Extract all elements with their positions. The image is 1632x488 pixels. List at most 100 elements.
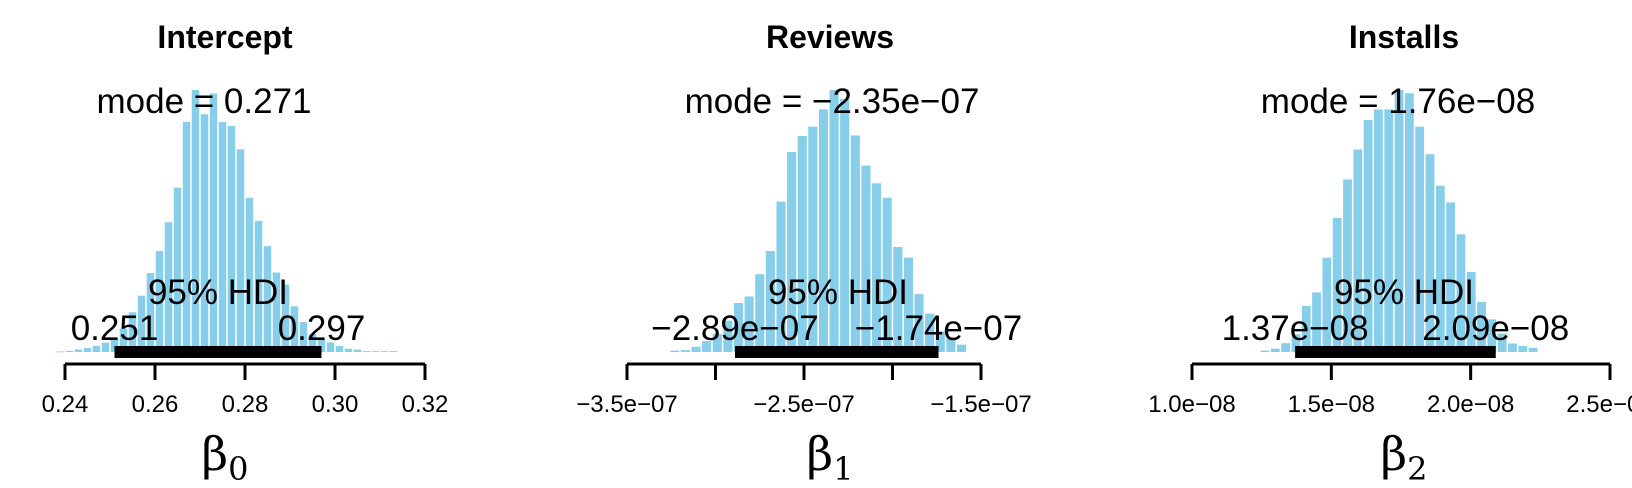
histogram-bar	[1446, 202, 1456, 352]
histogram-bar	[1435, 185, 1445, 352]
histogram-bar	[137, 295, 146, 352]
histogram-bar	[956, 344, 967, 352]
panel-title: Installs	[1349, 19, 1459, 55]
x-tick-label: −1.5e−07	[930, 391, 1031, 418]
mode-label: mode = −2.35e−07	[685, 82, 980, 121]
histogram-bar	[1374, 109, 1383, 352]
histogram-bar	[861, 165, 871, 352]
x-tick-label: 0.32	[402, 391, 449, 418]
histogram-bar	[1477, 301, 1486, 352]
histogram-bar	[1384, 109, 1394, 352]
histogram-bar	[1404, 93, 1414, 352]
histogram-bar	[787, 152, 797, 352]
histogram-bar	[119, 328, 128, 352]
histogram-bar	[272, 272, 281, 352]
histogram-bar	[670, 350, 680, 352]
x-tick-label: 0.24	[42, 391, 89, 418]
x-axis-label-symbol: β	[807, 427, 834, 481]
histogram-bar	[1312, 292, 1321, 352]
histogram-bar	[182, 121, 191, 352]
histogram-bar	[218, 122, 227, 352]
histogram-bar	[903, 257, 913, 352]
histogram-bar	[362, 351, 371, 352]
x-axis-label: β1	[807, 427, 854, 488]
histogram-bar	[173, 187, 182, 352]
histogram-bar	[191, 90, 200, 352]
histogram-bar	[308, 334, 317, 352]
histogram-bar	[797, 135, 807, 352]
histogram-bar	[335, 346, 344, 352]
histogram-bar	[1301, 305, 1311, 352]
mode-label: mode = 1.76e−08	[1261, 82, 1535, 121]
histogram-bar	[92, 345, 101, 352]
histogram-bar	[1528, 347, 1538, 352]
hdi-upper-value: 0.297	[278, 309, 366, 348]
hdi-label: 95% HDI	[768, 273, 908, 312]
histogram-bar	[1322, 257, 1332, 352]
hdi-lower-value: 1.37e−08	[1222, 309, 1369, 348]
histogram-bar	[850, 135, 860, 352]
histogram-bar	[691, 346, 701, 352]
histogram-bar	[1363, 119, 1373, 353]
histogram-bar	[353, 349, 362, 352]
x-tick-label: 2.0e−08	[1427, 391, 1514, 418]
histogram-bar	[1497, 333, 1507, 352]
histogram-bar	[1332, 217, 1342, 352]
histogram-bar	[1291, 334, 1301, 352]
histogram-bar	[1415, 126, 1425, 352]
x-axis-label-symbol: β	[202, 427, 229, 481]
histogram-bar	[290, 306, 299, 352]
histogram-bar	[146, 273, 155, 352]
panel-title: Reviews	[766, 19, 894, 55]
histogram-bar	[83, 347, 92, 352]
histogram-bar	[733, 303, 744, 352]
x-axis-label-symbol: β	[1381, 427, 1408, 481]
x-tick-label: −2.5e−07	[753, 391, 854, 418]
histogram-bar	[389, 351, 398, 352]
x-tick-label: 0.28	[222, 391, 269, 418]
histogram-bar	[818, 109, 829, 352]
histogram-bar	[1456, 234, 1466, 352]
x-axis-label-subscript: 2	[1407, 450, 1427, 488]
x-axis-label-subscript: 0	[228, 450, 248, 488]
x-axis-label-subscript: 1	[833, 450, 853, 488]
histogram-bar	[56, 351, 65, 353]
histogram-bar	[808, 126, 818, 352]
histogram-bar	[299, 322, 308, 352]
histogram-bar	[227, 125, 236, 352]
histogram-bar	[344, 348, 353, 352]
histogram-bar	[755, 274, 765, 352]
histogram-bar	[946, 337, 956, 352]
histogram-bar	[935, 331, 945, 352]
hdi-lower-value: 0.251	[71, 309, 159, 348]
histogram-bar	[1466, 271, 1476, 352]
histogram-bar	[65, 350, 74, 352]
x-tick-label: −3.5e−07	[576, 391, 677, 418]
histogram-bar	[925, 313, 935, 352]
histogram-bar	[281, 284, 290, 352]
histogram-bar	[776, 201, 786, 352]
histogram-bar	[840, 98, 850, 352]
histogram-bar	[765, 251, 775, 352]
hdi-label: 95% HDI	[148, 273, 288, 312]
histogram-bar	[680, 350, 690, 352]
histogram-bar	[263, 246, 272, 352]
histogram-bar	[317, 339, 326, 352]
histogram-bar	[101, 342, 110, 352]
histogram-bar	[110, 338, 119, 352]
histogram-bar	[1343, 179, 1352, 352]
histogram-bar	[200, 114, 209, 353]
x-tick-label: 1.0e−08	[1148, 391, 1235, 418]
histogram-bar	[914, 294, 924, 352]
histogram-bar	[1270, 348, 1280, 352]
panel-intercept: 0.24 0.26 0.28 0.30 0.32 Intercept mode = 0.27…	[42, 19, 449, 488]
histogram-bar	[128, 312, 137, 352]
histogram-bar	[164, 222, 173, 352]
histogram-bar	[326, 342, 335, 352]
histogram-bar	[872, 183, 882, 352]
x-axis-label: β0	[202, 427, 249, 488]
x-tick-label: 0.26	[132, 391, 179, 418]
histogram-bar	[74, 349, 83, 352]
x-axis-label: β2	[1381, 427, 1428, 488]
